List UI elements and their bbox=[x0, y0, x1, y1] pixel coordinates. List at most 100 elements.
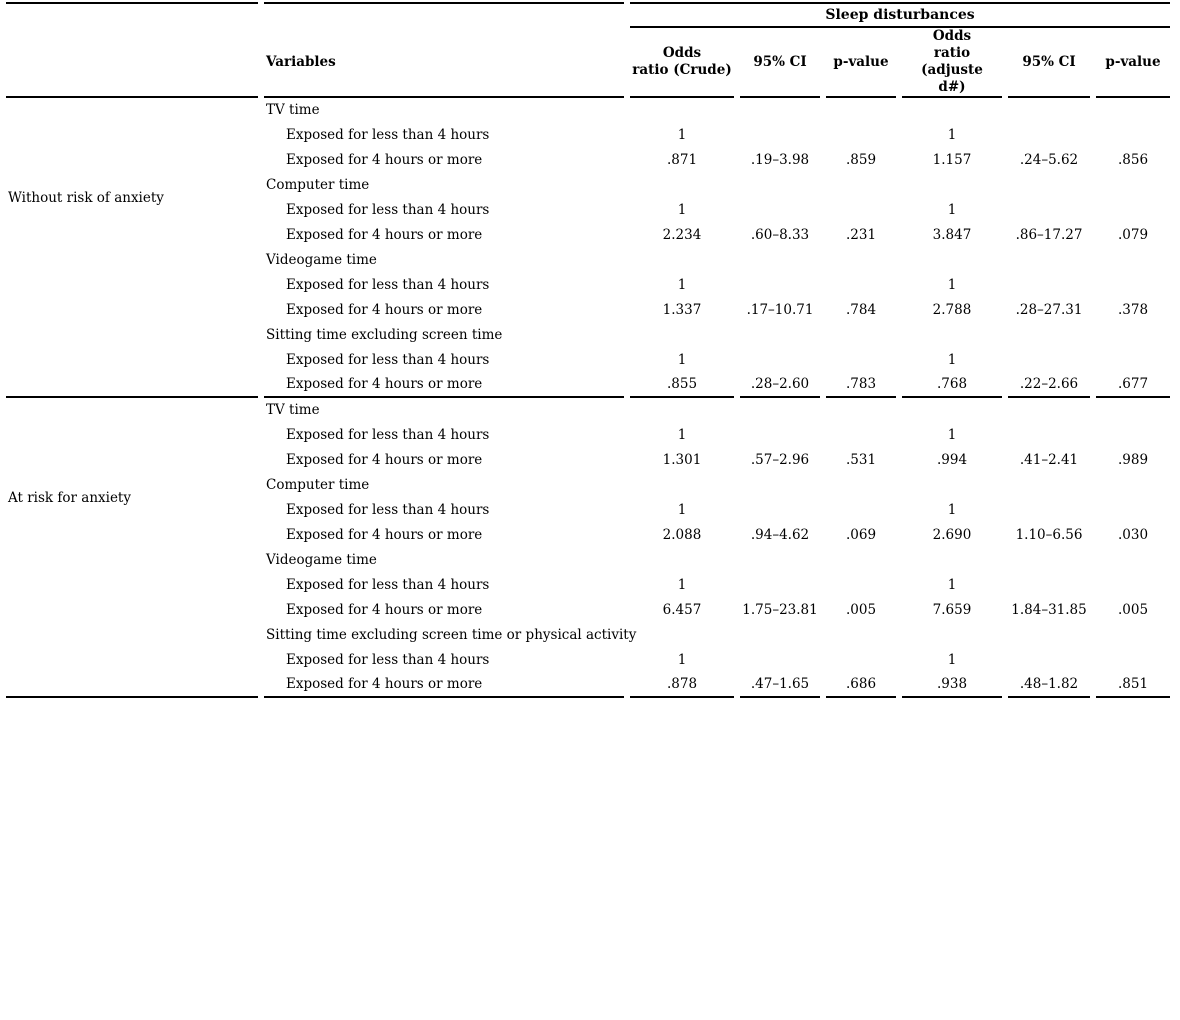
value-cell bbox=[826, 573, 896, 598]
variable-label: Exposed for 4 hours or more bbox=[286, 302, 483, 318]
value-cell: .856 bbox=[1117, 152, 1149, 168]
value-cell: .17–10.71 bbox=[746, 302, 814, 318]
value-cell: .069 bbox=[845, 527, 877, 543]
value-cell bbox=[740, 573, 820, 598]
value-cell: 1.75–23.81 bbox=[742, 602, 818, 618]
value-cell: .378 bbox=[1117, 302, 1149, 318]
variable-label: Exposed for 4 hours or more bbox=[286, 227, 483, 243]
variable-label: Exposed for 4 hours or more bbox=[286, 602, 483, 618]
table-row: Sitting time excluding screen time bbox=[6, 323, 1170, 348]
value-cell: 1 bbox=[947, 502, 957, 518]
value-cell: .989 bbox=[1117, 452, 1149, 468]
value-cell bbox=[902, 173, 1002, 198]
value-cell bbox=[1096, 348, 1170, 373]
value-cell bbox=[1008, 198, 1090, 223]
value-cell bbox=[740, 273, 820, 298]
value-cell bbox=[1008, 573, 1090, 598]
value-cell bbox=[1096, 323, 1170, 348]
value-cell bbox=[902, 548, 1002, 573]
value-cell bbox=[1096, 398, 1170, 423]
value-cell bbox=[740, 473, 820, 498]
value-cell: .855 bbox=[630, 373, 734, 398]
value-cell bbox=[902, 248, 1002, 273]
value-cell bbox=[1096, 198, 1170, 223]
value-cell: 1 bbox=[947, 202, 957, 218]
value-cell: 1 bbox=[947, 277, 957, 293]
value-cell: 2.234 bbox=[662, 227, 702, 243]
value-cell bbox=[740, 123, 820, 148]
value-cell bbox=[826, 398, 896, 423]
value-cell bbox=[1096, 98, 1170, 123]
corner-cell-empty bbox=[264, 2, 624, 28]
value-cell: .94–4.62 bbox=[750, 527, 810, 543]
value-cell: .686 bbox=[826, 673, 896, 698]
value-cell bbox=[740, 98, 820, 123]
value-cell: .005 bbox=[845, 602, 877, 618]
value-cell bbox=[1008, 473, 1090, 498]
value-cell: 1.157 bbox=[932, 152, 972, 168]
value-cell bbox=[740, 548, 820, 573]
value-cell bbox=[1008, 623, 1090, 648]
col-header-pvalue-adjusted: p-value bbox=[1096, 28, 1171, 98]
table-row: Exposed for 4 hours or more .878.47–1.65.… bbox=[6, 673, 1171, 698]
value-cell: 1 bbox=[677, 502, 687, 518]
table-row: Exposed for less than 4 hours 1 1 bbox=[6, 198, 1170, 223]
value-cell bbox=[740, 323, 820, 348]
value-cell bbox=[1008, 173, 1090, 198]
value-cell: 6.457 bbox=[662, 602, 702, 618]
value-cell bbox=[826, 473, 896, 498]
value-cell bbox=[826, 548, 896, 573]
group-label: Without risk of anxiety bbox=[6, 98, 258, 398]
value-cell bbox=[1096, 123, 1170, 148]
table-row: Videogame time bbox=[6, 548, 1170, 573]
value-cell bbox=[1096, 273, 1170, 298]
value-cell bbox=[740, 198, 820, 223]
value-cell bbox=[826, 348, 896, 373]
value-cell: .22–2.66 bbox=[1008, 373, 1090, 398]
value-cell: 2.788 bbox=[932, 302, 972, 318]
table-row: Exposed for 4 hours or more 2.234 .60–8.33… bbox=[6, 223, 1170, 248]
value-cell: 1 bbox=[677, 352, 687, 368]
value-cell bbox=[826, 123, 896, 148]
value-cell: 1 bbox=[947, 427, 957, 443]
value-cell bbox=[1096, 498, 1170, 523]
value-cell: .231 bbox=[845, 227, 877, 243]
table-row: Sitting time excluding screen time or ph… bbox=[6, 623, 1170, 648]
variable-label: Exposed for 4 hours or more bbox=[264, 373, 624, 398]
value-cell: 1 bbox=[677, 202, 687, 218]
value-cell bbox=[1096, 473, 1170, 498]
variable-label: Computer time bbox=[266, 177, 370, 193]
value-cell: .079 bbox=[1117, 227, 1149, 243]
value-cell bbox=[740, 423, 820, 448]
value-cell: .030 bbox=[1117, 527, 1149, 543]
value-cell: 3.847 bbox=[932, 227, 972, 243]
value-cell bbox=[826, 498, 896, 523]
table-row: Exposed for 4 hours or more 2.088 .94–4.62… bbox=[6, 523, 1170, 548]
value-cell: 1.301 bbox=[662, 452, 702, 468]
value-cell bbox=[1008, 248, 1090, 273]
value-cell: .24–5.62 bbox=[1019, 152, 1079, 168]
value-cell bbox=[902, 323, 1002, 348]
value-cell: .531 bbox=[845, 452, 877, 468]
value-cell bbox=[630, 98, 734, 123]
table-row: Computer time bbox=[6, 173, 1170, 198]
value-cell bbox=[1008, 648, 1090, 673]
variable-label: Exposed for less than 4 hours bbox=[286, 202, 490, 218]
variable-label: Videogame time bbox=[266, 552, 377, 568]
value-cell bbox=[826, 173, 896, 198]
value-cell: .677 bbox=[1096, 373, 1171, 398]
corner-cell-empty bbox=[6, 28, 258, 98]
table-row: Exposed for 4 hours or more 1.301 .57–2.96… bbox=[6, 448, 1170, 473]
value-cell bbox=[826, 423, 896, 448]
variable-label: Exposed for less than 4 hours bbox=[286, 577, 490, 593]
value-cell bbox=[740, 348, 820, 373]
value-cell bbox=[902, 398, 1002, 423]
value-cell: 1 bbox=[677, 277, 687, 293]
value-cell bbox=[1008, 323, 1090, 348]
table-row: Exposed for 4 hours or more 6.457 1.75–23.… bbox=[6, 598, 1170, 623]
value-cell bbox=[1008, 498, 1090, 523]
value-cell bbox=[902, 623, 1002, 648]
variable-label: Computer time bbox=[266, 477, 370, 493]
value-cell: .994 bbox=[936, 452, 968, 468]
variable-label: Exposed for 4 hours or more bbox=[286, 152, 483, 168]
